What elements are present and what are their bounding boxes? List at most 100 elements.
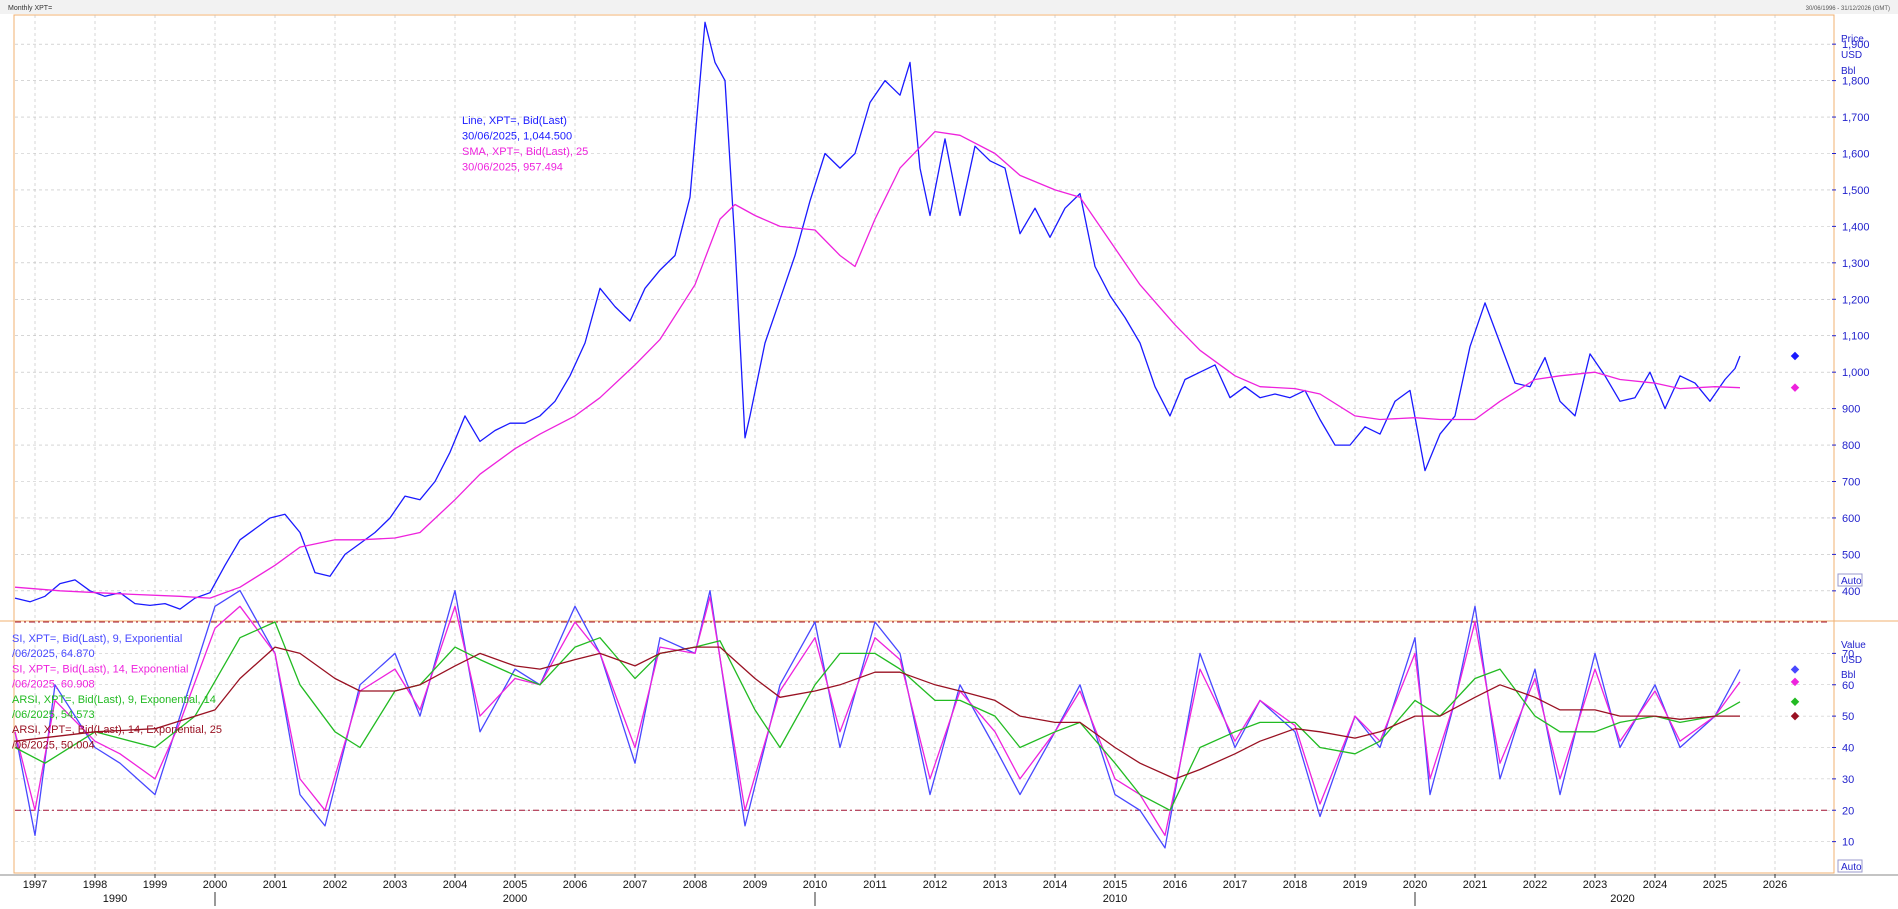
year-label: 2019 <box>1343 879 1367 891</box>
price-line-series-last-marker <box>1790 351 1800 361</box>
year-label: 2023 <box>1583 879 1607 891</box>
year-label: 2015 <box>1103 879 1127 891</box>
series-layer <box>14 21 1800 849</box>
year-label: 2024 <box>1643 879 1667 891</box>
year-label: 2004 <box>443 879 467 891</box>
legend-rsi: SI, XPT=, Bid(Last), 9, Exponential/06/2… <box>12 633 222 751</box>
price-panel-frame <box>13 14 1835 874</box>
year-label: 1997 <box>23 879 47 891</box>
year-label: 2022 <box>1523 879 1547 891</box>
marsi9-series <box>14 621 1741 811</box>
rsi14-series <box>14 596 1741 837</box>
year-label: 2009 <box>743 879 767 891</box>
reference-lines <box>15 621 1830 811</box>
window-title: Monthly XPT= <box>8 5 52 12</box>
price-tick-label: 800 <box>1842 440 1860 452</box>
axis-layer: 400 500 600 700 800 900 1,000 1,100 1,200 1,300 1,… <box>23 39 1870 906</box>
value-tick-label: 30 <box>1842 774 1854 786</box>
year-label: 2002 <box>323 879 347 891</box>
price-tick-label: 1,700 <box>1842 112 1870 124</box>
date-range-label: 30/06/1996 - 31/12/2026 (GMT) <box>1806 6 1890 12</box>
value-auto-button[interactable] <box>1837 859 1863 873</box>
value-tick-label: 20 <box>1842 805 1854 817</box>
year-label: 2010 <box>803 879 827 891</box>
value-tick-label: 70 <box>1842 648 1854 660</box>
year-label: 2000 <box>203 879 227 891</box>
value-unit-2: USD <box>1841 655 1862 666</box>
year-label: 1998 <box>83 879 107 891</box>
price-line-series <box>14 21 1741 610</box>
price-tick-label: 1,300 <box>1842 258 1870 270</box>
rsi14-series-last-marker <box>1790 677 1800 687</box>
price-tick-label: 1,800 <box>1842 76 1870 88</box>
year-label: 1999 <box>143 879 167 891</box>
price-tick-label: 600 <box>1842 513 1860 525</box>
legend-rsi-line: /06/2025, 50.004 <box>12 739 95 751</box>
value-tick-label: 10 <box>1842 837 1854 849</box>
rsi9-series <box>14 589 1741 849</box>
year-label: 2025 <box>1703 879 1727 891</box>
year-label: 2021 <box>1463 879 1487 891</box>
decade-label: 1990 <box>103 893 127 905</box>
year-label: 2003 <box>383 879 407 891</box>
value-tick-label: 40 <box>1842 743 1854 755</box>
price-auto-label: Auto <box>1841 576 1862 587</box>
price-tick-label: 900 <box>1842 404 1860 416</box>
year-label: 2020 <box>1403 879 1427 891</box>
legend-price-line: 30/06/2025, 957.494 <box>462 162 563 174</box>
decade-label: 2000 <box>503 893 527 905</box>
value-auto-label: Auto <box>1841 862 1862 873</box>
legend-rsi-line: ARSI, XPT=, Bid(Last), 9, Exponential, 1… <box>12 694 216 706</box>
price-tick-label: 1,500 <box>1842 185 1870 197</box>
price-unit-3: Bbl <box>1841 66 1855 77</box>
legend-price-line: SMA, XPT=, Bid(Last), 25 <box>462 146 588 158</box>
sma-series-last-marker <box>1790 383 1800 392</box>
price-tick-label: 700 <box>1842 477 1860 489</box>
year-label: 2014 <box>1043 879 1067 891</box>
legend-rsi-line: /06/2025, 60.908 <box>12 679 95 691</box>
price-tick-label: 1,600 <box>1842 148 1870 160</box>
price-tick-label: 1,000 <box>1842 367 1870 379</box>
price-unit-1: Price <box>1841 34 1864 45</box>
price-tick-label: 1,100 <box>1842 331 1870 343</box>
marsi14-series <box>14 646 1740 780</box>
year-label: 2011 <box>863 879 887 891</box>
value-tick-label: 60 <box>1842 680 1854 692</box>
marsi9-series-last-marker <box>1790 697 1800 707</box>
legend-rsi-line: SI, XPT=, Bid(Last), 9, Exponential <box>12 633 182 645</box>
legend-price: Line, XPT=, Bid(Last) 30/06/2025, 1,044.5… <box>462 115 588 174</box>
legend-rsi-line: /06/2025, 54.573 <box>12 709 95 721</box>
year-label: 2006 <box>563 879 587 891</box>
price-tick-label: 500 <box>1842 549 1860 561</box>
year-label: 2008 <box>683 879 707 891</box>
year-label: 2005 <box>503 879 527 891</box>
legend-rsi-line: /06/2025, 64.870 <box>12 648 95 660</box>
price-tick-label: 400 <box>1842 586 1860 598</box>
price-unit-2: USD <box>1841 50 1862 61</box>
price-auto-button[interactable] <box>1837 573 1863 587</box>
year-label: 2026 <box>1763 879 1787 891</box>
legend-rsi-line: SI, XPT=, Bid(Last), 14, Exponential <box>12 663 188 675</box>
legend-rsi-line: ARSI, XPT=, Bid(Last), 14, Exponential, … <box>12 724 222 736</box>
marsi14-series-last-marker <box>1790 711 1800 721</box>
year-label: 2013 <box>983 879 1007 891</box>
year-label: 2018 <box>1283 879 1307 891</box>
price-tick-label: 1,400 <box>1842 221 1870 233</box>
price-tick-label: 1,900 <box>1842 39 1870 51</box>
year-label: 2007 <box>623 879 647 891</box>
decade-label: 2010 <box>1103 893 1127 905</box>
year-label: 2017 <box>1223 879 1247 891</box>
value-unit-3: Bbl <box>1841 670 1855 681</box>
year-label: 2016 <box>1163 879 1187 891</box>
legend-price-line: Line, XPT=, Bid(Last) <box>462 115 567 127</box>
rsi9-series-last-marker <box>1790 665 1800 674</box>
value-unit-1: Value <box>1841 640 1866 651</box>
decade-label: 2020 <box>1610 893 1634 905</box>
sma-series <box>14 130 1741 599</box>
window-title-bar <box>0 0 1898 14</box>
year-label: 2001 <box>263 879 287 891</box>
value-tick-label: 50 <box>1842 711 1854 723</box>
year-label: 2012 <box>923 879 947 891</box>
legend-price-line: 30/06/2025, 1,044.500 <box>462 131 572 143</box>
